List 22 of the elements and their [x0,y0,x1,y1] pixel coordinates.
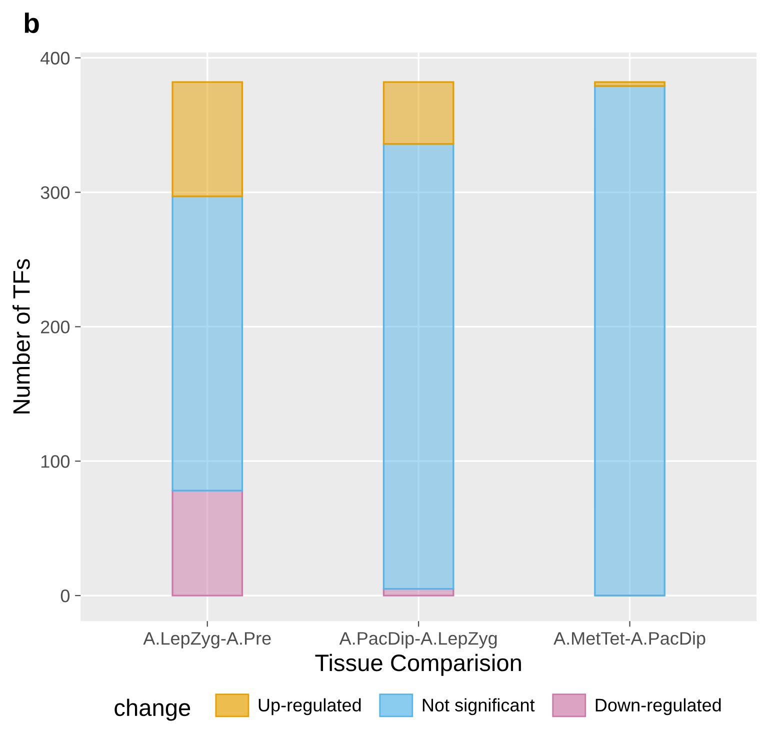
y-tick-label: 100 [41,455,70,468]
x-tick-label: A.MetTet-A.PacDip [554,632,706,648]
y-axis-title: Number of TFs [12,259,30,414]
bar [382,143,454,590]
bar [382,81,454,145]
x-tick-label: A.LepZyg-A.Pre [143,632,271,648]
bar [172,195,244,492]
y-tick-label: 300 [40,186,70,200]
legend-title: change [114,698,190,721]
legend-label: Down-regulated [596,698,721,716]
bar [172,490,244,596]
y-tick-label: 400 [40,52,70,65]
x-tick-label: A.PacDip-A.LepZyg [339,632,497,648]
bar [594,85,666,596]
legend-label: Not significant [422,698,535,716]
y-tick-label: 200 [41,320,70,334]
x-axis-title: Tissue Comparision [315,654,521,676]
chart-title: b [24,12,39,34]
legend-label: Up-regulated [258,698,361,716]
y-tick-label: 0 [60,590,70,602]
bar [172,81,244,198]
bar [594,81,666,87]
